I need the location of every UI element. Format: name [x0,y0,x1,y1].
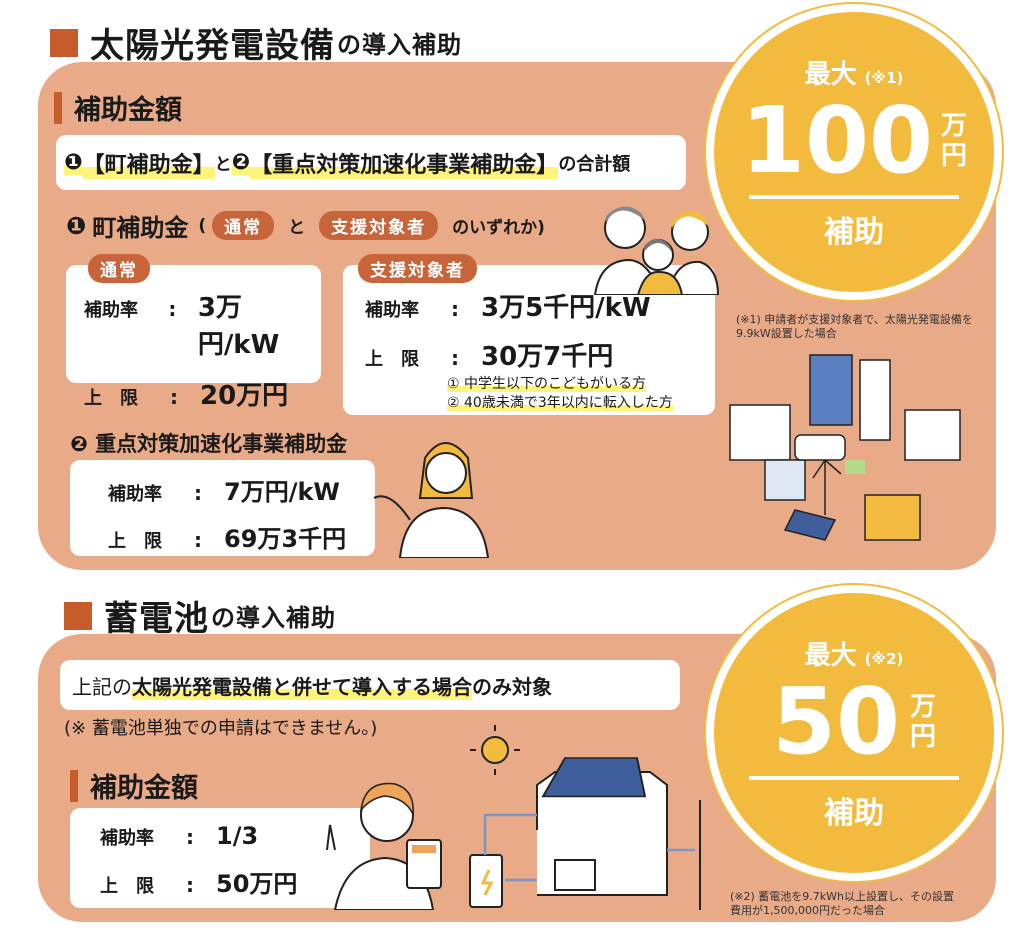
tail: のいずれか) [452,218,545,238]
limit-key: 上 限 [365,349,419,370]
badge-amount: 50 [771,668,900,775]
condition-post: のみ対象 [472,674,552,699]
title-main: 太陽光発電設備 [90,26,335,66]
man-calculator-illustration [326,782,442,910]
subhead-bar [70,769,78,802]
limit-row: 上 限:20万円 [84,375,321,412]
normal-box: 補助率:3万円/kW 上 限:20万円 [66,265,321,411]
solar-house-illustration [469,725,701,910]
support-label: 支援対象者 [358,254,477,283]
badge-top: 最大 (※1) [714,54,994,91]
family-illustration [593,206,720,295]
badge-amount-row: 50 万円 [714,672,994,772]
condition: ① 中学生以下のこどもがいる方 [447,376,647,392]
solar-section-title: 太陽光発電設備 の導入補助 [50,18,462,67]
part1: 【町補助金】 [82,146,215,179]
battery-subhead: 補助金額 [70,766,198,805]
tail: の合計額 [558,153,631,175]
and: と [214,155,232,175]
num2: ❷ [231,150,251,175]
rate-value: 1/3 [216,822,259,850]
title-main: 蓄電池 [104,599,209,639]
battery-section-title: 蓄電池 の導入補助 [64,591,336,640]
rate-row: 補助率:1/3 [100,822,259,850]
limit-value: 20万円 [200,381,289,411]
condition: ② 40歳未満で3年以内に転入した方 [447,395,673,411]
rate-value: 3万5千円/kW [481,293,651,323]
limit-value: 69万3千円 [224,525,347,553]
normal-label: 通常 [88,254,150,283]
badge-ref: (※1) [864,69,904,87]
rate-key: 補助率 [108,484,162,505]
limit-row: 上 限:30万7千円 [365,336,715,373]
total-line-box: ❶ 【町補助金】 と ❷ 【重点対策加速化事業補助金】 の合計額 [56,135,686,190]
condition-highlight: 太陽光発電設備と併せて導入する場合 [132,670,472,700]
badge-ref: (※2) [864,650,904,668]
badge-amount: 100 [740,87,934,194]
part2: 【重点対策加速化事業補助金】 [250,146,559,179]
limit-row: 上 限:69万3千円 [108,519,375,554]
priority-heading: ❷ 重点対策加速化事業補助金 [70,432,348,456]
badge-top: 最大 (※2) [714,635,994,672]
badge-divider [749,195,959,199]
condition-pre: 上記の [72,674,132,699]
rate-key: 補助率 [365,300,419,321]
rate-row: 補助率:7万円/kW [108,472,375,507]
unit2: 円 [910,722,937,752]
battery-footnote: (※2) 蓄電池を9.7kWh以上設置し、その設置 費用が1,500,000円だ… [730,890,955,917]
subhead-bar [54,91,62,124]
rate-row: 補助率:3万5千円/kW [365,287,715,324]
rate-key: 補助率 [84,300,138,321]
town-heading: ❶ 町補助金 ( 通常 と 支援対象者 のいずれか) [66,208,545,243]
badge-amount-row: 100 万円 [714,91,994,191]
badge-top-text: 最大 [804,60,857,90]
rate-value: 3万円/kW [197,293,280,360]
limit-value: 50万円 [216,870,298,898]
solar-footnote: (※1) 申請者が支援対象者で、太陽光発電設備を 9.9kW設置した場合 [736,313,973,340]
badge-bottom: 補助 [824,796,884,831]
title-square-icon [64,601,92,630]
solar-max-badge: 最大 (※1) 100 万円 補助 [706,4,1002,300]
badge-top-text: 最大 [804,641,857,671]
limit-row: 上 限:50万円 [100,864,370,899]
pill-support: 支援対象者 [319,211,439,240]
battery-caution: (※ 蓄電池単独での申請はできません。) [64,718,378,739]
paren: ( [198,215,207,236]
rate-row: 補助率:3万円/kW [84,287,321,361]
subhead-text: 補助金額 [90,773,198,804]
unit1: 万 [941,111,968,141]
badge-bottom: 補助 [824,215,884,250]
title-suffix: の導入補助 [337,31,462,59]
heading: 町補助金 [92,214,189,242]
badge-divider [749,776,959,780]
pill-normal: 通常 [212,211,275,240]
num: ❶ [66,211,87,240]
unit2: 円 [941,141,968,171]
battery-condition-box: 上記の 太陽光発電設備と併せて導入する場合 のみ対象 [60,660,680,710]
battery-amount-box: 補助率:1/3 上 限:50万円 [70,808,370,908]
limit-key: 上 限 [100,876,154,897]
limit-value: 30万7千円 [481,342,614,372]
title-square-icon [50,28,78,57]
battery-max-badge: 最大 (※2) 50 万円 補助 [706,585,1002,881]
solar-subhead: 補助金額 [54,88,182,127]
title-suffix: の導入補助 [211,604,336,632]
subhead-text: 補助金額 [74,95,182,126]
conditions: ① 中学生以下のこどもがいる方 ② 40歳未満で3年以内に転入した方 [447,375,715,413]
unit1: 万 [910,692,937,722]
num1: ❶ [64,150,83,175]
priority-box: 補助率:7万円/kW 上 限:69万3千円 [70,460,375,556]
rate-value: 7万円/kW [224,478,340,506]
limit-key: 上 限 [108,531,162,552]
rate-key: 補助率 [100,828,154,849]
limit-key: 上 限 [84,388,138,409]
city-illustration [729,354,961,541]
woman-illustration [373,442,490,558]
and: と [288,218,306,238]
